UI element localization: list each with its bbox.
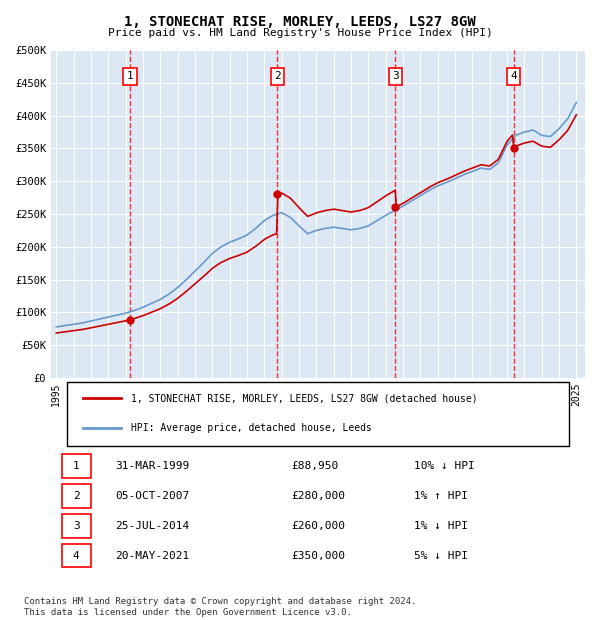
Text: £88,950: £88,950 bbox=[292, 461, 338, 471]
Text: 3: 3 bbox=[73, 521, 80, 531]
Text: 4: 4 bbox=[510, 71, 517, 81]
Text: Contains HM Land Registry data © Crown copyright and database right 2024.
This d: Contains HM Land Registry data © Crown c… bbox=[24, 598, 416, 617]
Text: 2: 2 bbox=[73, 491, 80, 501]
Text: 4: 4 bbox=[73, 551, 80, 560]
FancyBboxPatch shape bbox=[62, 454, 91, 478]
Text: 1% ↓ HPI: 1% ↓ HPI bbox=[414, 521, 468, 531]
Text: 1% ↑ HPI: 1% ↑ HPI bbox=[414, 491, 468, 501]
Text: 05-OCT-2007: 05-OCT-2007 bbox=[115, 491, 190, 501]
FancyBboxPatch shape bbox=[67, 382, 569, 446]
Text: 3: 3 bbox=[392, 71, 399, 81]
Text: 31-MAR-1999: 31-MAR-1999 bbox=[115, 461, 190, 471]
Text: 10% ↓ HPI: 10% ↓ HPI bbox=[414, 461, 475, 471]
FancyBboxPatch shape bbox=[62, 544, 91, 567]
Text: 20-MAY-2021: 20-MAY-2021 bbox=[115, 551, 190, 560]
Text: £260,000: £260,000 bbox=[292, 521, 346, 531]
Text: Price paid vs. HM Land Registry's House Price Index (HPI): Price paid vs. HM Land Registry's House … bbox=[107, 28, 493, 38]
FancyBboxPatch shape bbox=[62, 484, 91, 508]
Text: £350,000: £350,000 bbox=[292, 551, 346, 560]
Text: 1: 1 bbox=[127, 71, 133, 81]
Text: 1, STONECHAT RISE, MORLEY, LEEDS, LS27 8GW (detached house): 1, STONECHAT RISE, MORLEY, LEEDS, LS27 8… bbox=[131, 393, 478, 403]
Text: HPI: Average price, detached house, Leeds: HPI: Average price, detached house, Leed… bbox=[131, 423, 372, 433]
Text: £280,000: £280,000 bbox=[292, 491, 346, 501]
Text: 1, STONECHAT RISE, MORLEY, LEEDS, LS27 8GW: 1, STONECHAT RISE, MORLEY, LEEDS, LS27 8… bbox=[124, 16, 476, 30]
Text: 1: 1 bbox=[73, 461, 80, 471]
Text: 2: 2 bbox=[274, 71, 281, 81]
Text: 25-JUL-2014: 25-JUL-2014 bbox=[115, 521, 190, 531]
FancyBboxPatch shape bbox=[62, 514, 91, 538]
Text: 5% ↓ HPI: 5% ↓ HPI bbox=[414, 551, 468, 560]
